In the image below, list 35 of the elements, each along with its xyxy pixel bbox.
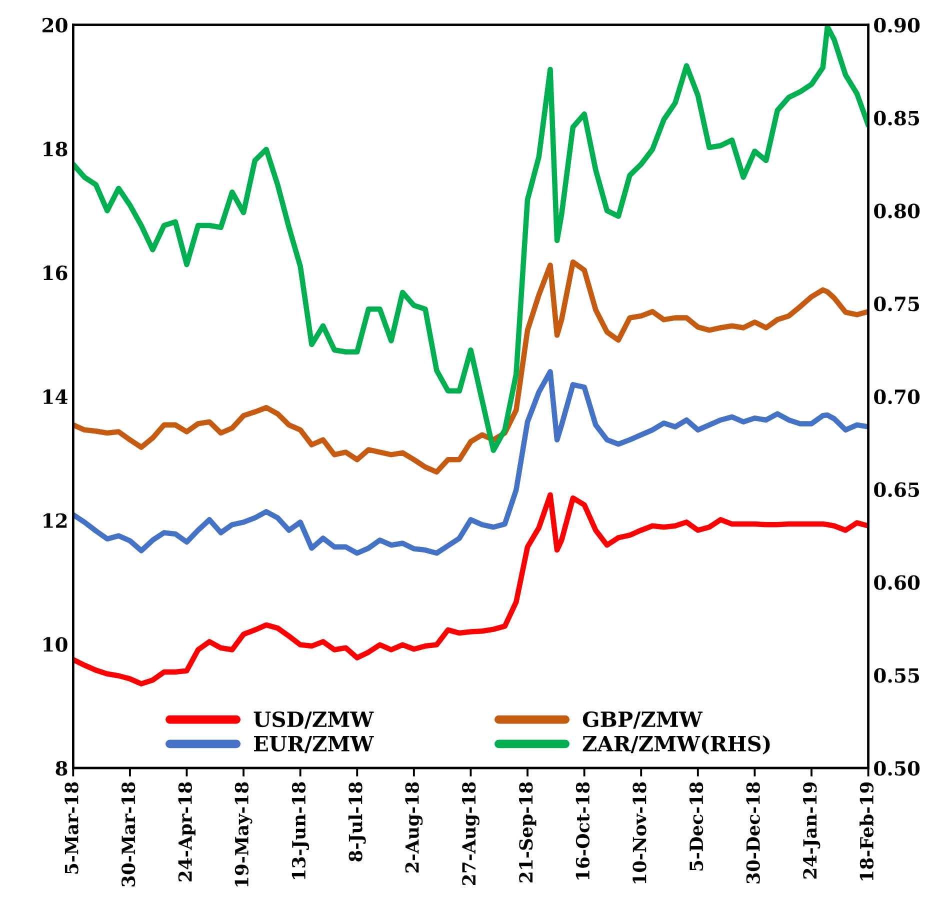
- x-tick-label: 16-Oct-18: [576, 782, 590, 880]
- y-tick-label: 16: [44, 266, 68, 280]
- y-tick-label: 20: [42, 18, 68, 33]
- legend-label: EUR/ZMW: [254, 736, 374, 754]
- y-tick-label: 12: [44, 513, 67, 528]
- y2-tick-label: 0.85: [874, 110, 920, 126]
- x-tick-label: 18-Feb-19: [860, 782, 874, 880]
- y2-tick-label: 0.70: [874, 389, 920, 404]
- x-tick-label: 30-Mar-18: [122, 782, 136, 886]
- y2-tick-label: 0.50: [874, 760, 920, 776]
- x-tick-label: 27-Aug-18: [462, 782, 480, 886]
- x-tick-label: 2-Aug-18: [405, 782, 423, 872]
- x-tick-label: 30-Dec-18: [746, 782, 760, 884]
- y2-tick-label: 0.75: [874, 296, 920, 312]
- legend-label: ZAR/ZMW(RHS): [582, 735, 770, 754]
- x-tick-label: 8-Jul-18: [348, 782, 366, 862]
- x-tick-label: 13-Jun-18: [292, 782, 310, 880]
- y2-tick-label: 0.55: [874, 668, 920, 683]
- x-tick-label: 10-Nov-18: [632, 782, 646, 884]
- y-tick-label: 14: [44, 389, 68, 404]
- x-tick-label: 24-Jan-19: [803, 782, 820, 879]
- x-tick-label: 19-May-18: [234, 782, 252, 886]
- y2-tick-label: 0.90: [874, 18, 920, 33]
- x-tick-label: 5-Dec-18: [689, 782, 704, 871]
- x-tick-label: 24-Apr-18: [178, 782, 196, 882]
- legend-label: USD/ZMW: [254, 711, 374, 729]
- x-tick-label: 5-Mar-18: [64, 782, 78, 874]
- y-tick-label: 10: [44, 637, 68, 652]
- y-tick-label: 18: [44, 142, 68, 156]
- y2-tick-label: 0.60: [874, 575, 920, 590]
- y-tick-label: 8: [56, 760, 68, 776]
- y2-tick-label: 0.80: [874, 204, 920, 218]
- y2-tick-label: 0.65: [874, 482, 920, 498]
- legend-label: GBP/ZMW: [582, 711, 703, 729]
- x-tick-label: 21-Sep-18: [519, 782, 536, 882]
